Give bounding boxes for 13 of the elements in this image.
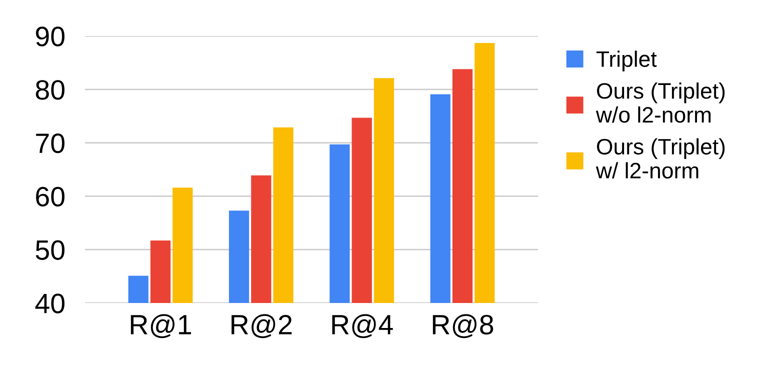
- x-tick-label: R@2: [232, 314, 292, 338]
- y-tick-label: 60: [36, 186, 64, 207]
- y-tick-label: 90: [36, 26, 64, 46]
- legend-label: Triplet: [596, 50, 657, 72]
- legend-label: Ours (Triplet) w/o l2-norm: [596, 82, 725, 123]
- x-tick-label: R@8: [432, 314, 494, 338]
- y-tick-label: 50: [36, 240, 64, 260]
- y-tick-label: 70: [36, 133, 64, 154]
- y-tick-label: 40: [35, 294, 64, 314]
- x-tick-label: R@4: [332, 314, 393, 338]
- y-tick-label: 80: [36, 80, 64, 100]
- legend-label: Ours (Triplet) w/ l2-norm: [596, 138, 725, 179]
- x-tick-label: R@1: [130, 314, 191, 338]
